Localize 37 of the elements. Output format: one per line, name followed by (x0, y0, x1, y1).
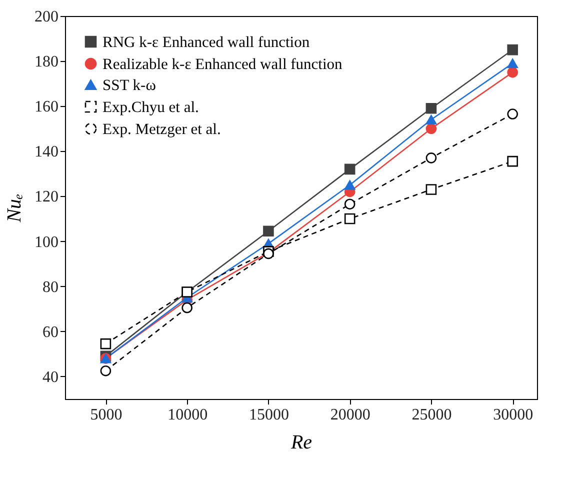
y-tick-label: 60 (42, 324, 58, 341)
legend-label: Exp.Chyu et al. (102, 98, 199, 116)
point (507, 66, 518, 78)
x-tick-label: 25000 (412, 406, 452, 424)
y-tick-label: 180 (34, 54, 58, 71)
legend-label: Exp. Metzger et al. (102, 120, 221, 138)
point (507, 44, 518, 56)
point (344, 180, 356, 190)
y-tick-label: 140 (34, 144, 58, 161)
point (507, 58, 518, 68)
legend-label: SST k-ω (102, 76, 156, 94)
y-tick-label: 80 (42, 278, 58, 296)
y-tick-label: 40 (42, 368, 58, 386)
point (507, 156, 518, 167)
legend-label: Realizable k-ε Enhanced wall function (102, 56, 343, 73)
y-tick-label: 100 (34, 234, 58, 251)
y-axis-title: Nuₑ (4, 194, 26, 224)
y-tick-label: 160 (34, 98, 58, 116)
point (426, 102, 437, 114)
y-tick-label: 120 (34, 188, 58, 206)
x-tick-label: 30000 (493, 406, 534, 424)
x-tick-label: 5000 (90, 406, 122, 424)
legend-label: RNG k-ε Enhanced wall function (102, 34, 310, 51)
x-tick-label: 15000 (248, 406, 289, 424)
point (426, 152, 437, 164)
point (263, 226, 274, 237)
point (426, 184, 437, 195)
point (100, 338, 112, 350)
x-tick-label: 10000 (168, 406, 208, 424)
point (426, 123, 437, 134)
point (182, 302, 192, 314)
x-axis-title: Re (290, 432, 312, 454)
y-tick-label: 200 (34, 8, 58, 26)
point (344, 164, 356, 175)
point (344, 213, 356, 224)
point (426, 114, 437, 124)
x-tick-label: 20000 (330, 406, 370, 424)
